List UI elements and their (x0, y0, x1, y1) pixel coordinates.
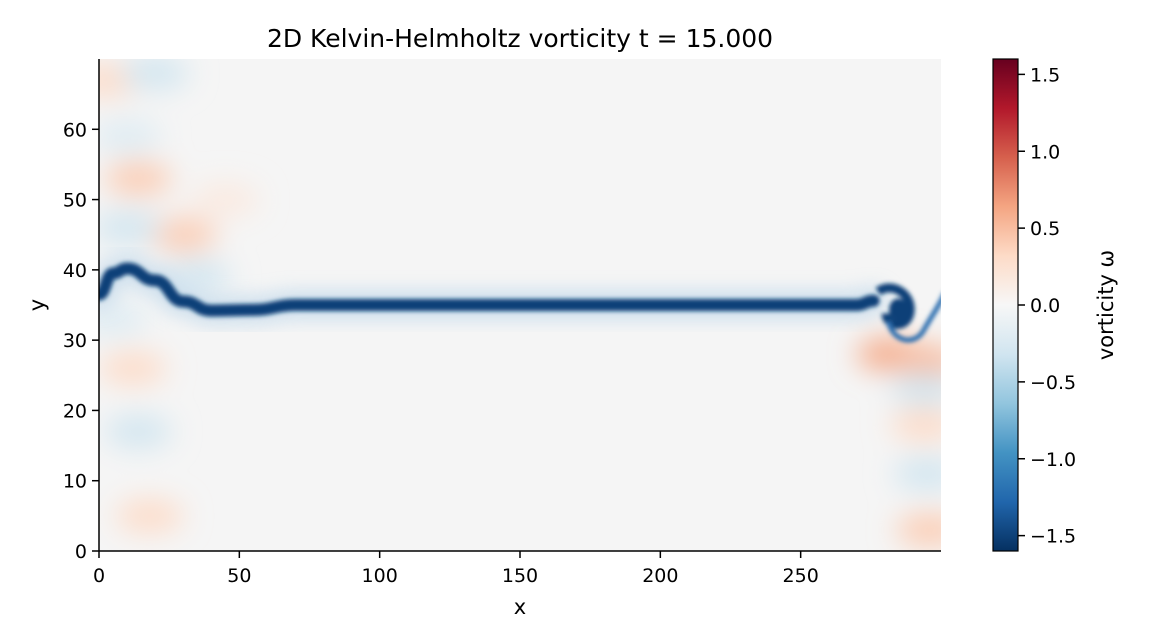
y-tick-label: 10 (63, 471, 87, 493)
vortex-core (875, 283, 941, 343)
shear-layer (99, 253, 941, 343)
shear-layer-band (99, 262, 880, 317)
colorbar: −1.5 −1.0 −0.5 0.0 0.5 1.0 1.5 vorticity ω (992, 58, 1118, 552)
vorticity-blob (191, 182, 260, 217)
x-tick-label: 50 (227, 565, 251, 587)
vorticity-blob (115, 498, 184, 533)
vorticity-blob (99, 210, 162, 245)
colorbar-tick-label: −0.5 (1030, 372, 1076, 394)
colorbar-gradient (992, 58, 1019, 552)
x-tick-label: 0 (93, 565, 105, 587)
vorticity-blob (895, 512, 941, 547)
vorticity-blob (99, 302, 148, 337)
vorticity-blob (121, 59, 190, 91)
y-tick-label: 0 (75, 541, 87, 563)
x-tick-label: 100 (362, 565, 398, 587)
vorticity-blob (890, 407, 941, 442)
colorbar-tick-label: 0.5 (1030, 218, 1060, 240)
x-tick-label: 250 (783, 565, 819, 587)
colorbar-tick-label: 1.5 (1030, 64, 1060, 86)
y-tick-label: 60 (63, 119, 87, 141)
vorticity-blob (149, 217, 218, 252)
colorbar-tick-label: −1.5 (1030, 526, 1076, 548)
colorbar-tick-label: 1.0 (1030, 141, 1060, 163)
colorbar-tick-label: 0.0 (1030, 295, 1060, 317)
y-tick-label: 20 (63, 400, 87, 422)
x-axis-label: x (514, 595, 526, 619)
y-tick-label: 50 (63, 190, 87, 212)
vorticity-blob (890, 372, 941, 407)
vorticity-blob (892, 456, 941, 491)
vorticity-blobs (99, 59, 941, 547)
colorbar-label: vorticity ω (1094, 250, 1118, 360)
colorbar-tick-label: −1.0 (1030, 449, 1076, 471)
vorticity-blob (104, 161, 173, 196)
x-ticks: 0 50 100 150 200 250 (93, 551, 819, 587)
x-tick-label: 150 (502, 565, 538, 587)
y-tick-label: 40 (63, 260, 87, 282)
y-tick-label: 30 (63, 330, 87, 352)
y-ticks: 0 10 20 30 40 50 60 (63, 119, 99, 563)
y-axis-label: y (25, 299, 49, 311)
vorticity-blob (99, 119, 162, 154)
colorbar-ticks: −1.5 −1.0 −0.5 0.0 0.5 1.0 1.5 (1018, 64, 1076, 548)
axes: 0 50 100 150 200 250 0 10 20 30 40 50 60 x y (25, 59, 941, 619)
vorticity-blob (104, 414, 173, 449)
vorticity-blob (892, 344, 941, 379)
x-tick-label: 200 (642, 565, 678, 587)
vorticity-heatmap (99, 59, 941, 551)
chart-title: 2D Kelvin-Helmholtz vorticity t = 15.000 (267, 24, 773, 53)
vorticity-blob (99, 351, 167, 386)
